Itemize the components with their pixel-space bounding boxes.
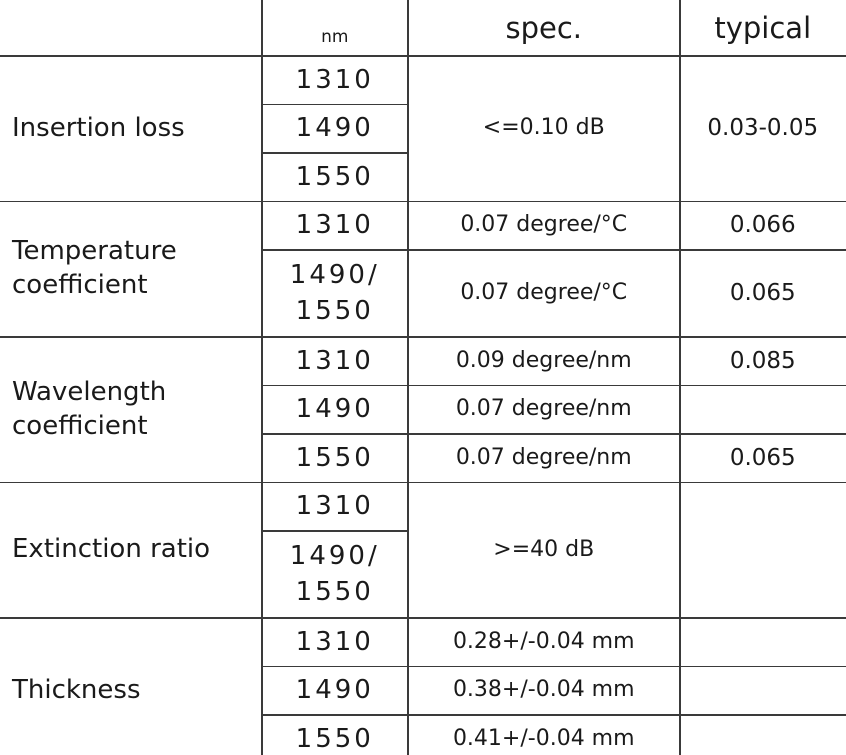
typical-value	[679, 665, 846, 716]
wavelength: 1490	[261, 384, 409, 435]
spec-value: <=0.10 dB	[407, 55, 681, 202]
wavelength: 1310	[261, 617, 409, 667]
typical-value: 0.065	[679, 433, 846, 483]
wavelength: 1310	[261, 200, 409, 251]
wavelength: 1550	[261, 433, 409, 483]
typical-value	[679, 617, 846, 667]
wavelength: 1490	[261, 665, 409, 716]
wavelength: 1550	[261, 714, 409, 755]
row-label: Wavelength coefficient	[0, 336, 263, 483]
typical-value: 0.065	[679, 249, 846, 338]
typical-value: 0.085	[679, 336, 846, 386]
spec-value: 0.07 degree/nm	[407, 384, 681, 435]
spec-value: 0.41+/-0.04 mm	[407, 714, 681, 755]
wavelength: 1310	[261, 481, 409, 532]
row-label: Thickness	[0, 617, 263, 755]
header-cell: nm	[261, 0, 409, 57]
header-cell: typical	[679, 0, 846, 57]
spec-value: 0.07 degree/°C	[407, 249, 681, 338]
typical-value	[679, 384, 846, 435]
row-label: Extinction ratio	[0, 481, 263, 619]
wavelength: 1490/ 1550	[261, 530, 409, 619]
wavelength: 1490/ 1550	[261, 249, 409, 338]
header-cell	[0, 0, 263, 57]
typical-value	[679, 714, 846, 755]
empty-cell	[679, 481, 846, 619]
wavelength: 1490	[261, 103, 409, 154]
spec-value: 0.09 degree/nm	[407, 336, 681, 386]
spec-value: 0.07 degree/°C	[407, 200, 681, 251]
spec-value: >=40 dB	[407, 481, 681, 619]
spec-value: 0.38+/-0.04 mm	[407, 665, 681, 716]
wavelength: 1550	[261, 152, 409, 202]
wavelength: 1310	[261, 336, 409, 386]
spec-value: 0.28+/-0.04 mm	[407, 617, 681, 667]
row-label: Insertion loss	[0, 55, 263, 202]
typical-value: 0.03-0.05	[679, 55, 846, 202]
row-label: Temperature coefficient	[0, 200, 263, 338]
typical-value: 0.066	[679, 200, 846, 251]
header-cell: spec.	[407, 0, 681, 57]
wavelength: 1310	[261, 55, 409, 105]
spec-value: 0.07 degree/nm	[407, 433, 681, 483]
